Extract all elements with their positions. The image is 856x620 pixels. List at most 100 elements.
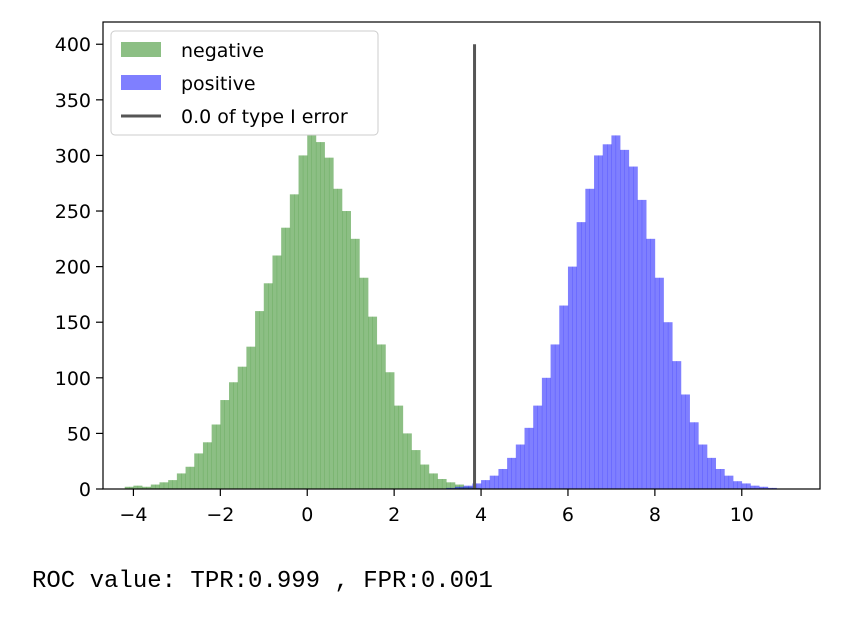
histogram-bar	[646, 238, 651, 489]
histogram-bar	[229, 382, 234, 489]
histogram-bar	[524, 427, 530, 489]
roc-caption: ROC value: TPR:0.999 , FPR:0.001	[32, 568, 493, 595]
y-tick-label: 50	[67, 423, 91, 445]
histogram-bar	[207, 442, 212, 489]
histogram-bar	[142, 486, 147, 489]
x-tick-label: −4	[119, 504, 147, 526]
histogram-bar	[546, 377, 551, 489]
histogram-bar	[276, 255, 282, 489]
histogram-bar	[446, 482, 451, 489]
histogram-bar	[489, 475, 495, 489]
histogram-bar	[129, 486, 134, 489]
histogram-bar	[215, 424, 221, 489]
histogram-bar	[459, 486, 464, 489]
histogram-bar	[680, 394, 686, 489]
histogram-bar	[741, 483, 747, 489]
histogram-bar	[150, 484, 156, 489]
histogram-bar	[376, 344, 382, 489]
histogram-bar	[415, 450, 421, 489]
histogram-bar	[585, 188, 590, 490]
histogram-bar	[746, 483, 751, 489]
histogram-bar	[124, 486, 130, 489]
histogram-bar	[637, 199, 643, 489]
histogram-bar	[737, 481, 743, 489]
histogram-bar	[194, 453, 199, 489]
histogram-bar	[163, 482, 169, 489]
histogram-bar	[272, 255, 278, 489]
y-tick-label: 250	[55, 201, 91, 223]
histogram-bar	[211, 424, 217, 489]
histogram-bar	[337, 188, 343, 490]
histogram-bar	[515, 444, 521, 489]
histogram-bar	[407, 433, 412, 489]
histogram-bar	[181, 473, 186, 489]
histogram-bar	[242, 366, 247, 489]
x-tick-label: 2	[388, 504, 400, 526]
histogram-bar	[624, 149, 630, 489]
x-tick-label: 0	[301, 504, 313, 526]
histogram-bar	[146, 486, 152, 489]
histogram-bar	[168, 480, 173, 489]
histogram-bar	[615, 135, 621, 489]
y-tick-label: 400	[55, 34, 91, 56]
histogram-bar	[602, 144, 608, 490]
x-tick-label: 6	[562, 504, 574, 526]
y-tick-label: 100	[55, 368, 91, 390]
histogram-bar	[589, 188, 595, 490]
histogram-bar	[528, 427, 534, 489]
histogram-bar	[172, 480, 178, 489]
legend-label: positive	[181, 73, 256, 95]
y-tick-label: 300	[55, 145, 91, 167]
histogram-bar	[372, 316, 378, 489]
x-tick-label: 4	[475, 504, 487, 526]
histogram-bar	[693, 422, 699, 489]
histogram-bar	[320, 142, 325, 490]
histogram-bar	[720, 468, 725, 489]
histogram-bar	[385, 372, 391, 489]
histogram-bar	[176, 473, 182, 489]
legend-swatch	[121, 42, 161, 57]
histogram-bar	[633, 166, 638, 490]
series-negative	[124, 135, 482, 490]
histogram-bar	[311, 135, 317, 489]
histogram-bar	[507, 457, 512, 489]
histogram-bar	[281, 227, 286, 489]
histogram-bar	[324, 157, 330, 489]
histogram-bar	[333, 188, 338, 490]
histogram-bar	[594, 155, 599, 489]
histogram-bar	[402, 433, 408, 489]
y-tick-label: 350	[55, 90, 91, 112]
histogram-bar	[328, 157, 334, 489]
histogram-bar	[411, 450, 417, 489]
histogram-bar	[350, 238, 356, 489]
histogram-bar	[424, 464, 430, 489]
histogram-bar	[485, 480, 491, 489]
histogram-bar	[437, 478, 443, 489]
histogram-bar	[702, 444, 708, 489]
histogram-bar	[641, 199, 647, 489]
histogram-bar	[159, 482, 165, 489]
histogram-bar	[620, 149, 625, 489]
legend-box	[110, 30, 379, 136]
histogram-bar	[533, 405, 538, 489]
histogram-bar	[698, 444, 703, 489]
histogram-bar	[607, 144, 612, 490]
histogram-bar	[663, 322, 669, 489]
histogram-bar	[672, 361, 677, 489]
series-positive	[446, 135, 777, 490]
histogram-bar	[237, 366, 243, 489]
histogram-bar	[750, 485, 756, 489]
histogram-bar	[520, 444, 525, 489]
histogram-bar	[576, 222, 582, 489]
histogram-bar	[728, 475, 734, 489]
histogram-bar	[289, 194, 295, 489]
histogram-bar	[155, 484, 160, 489]
histogram-bar	[433, 473, 438, 489]
histogram-bar	[654, 277, 660, 489]
histogram-bar	[355, 238, 360, 489]
histogram-bar	[759, 486, 764, 489]
histogram-bar	[202, 442, 208, 489]
histogram-bar	[250, 346, 256, 489]
histogram-bar	[707, 457, 712, 489]
histogram-bar	[137, 485, 143, 489]
